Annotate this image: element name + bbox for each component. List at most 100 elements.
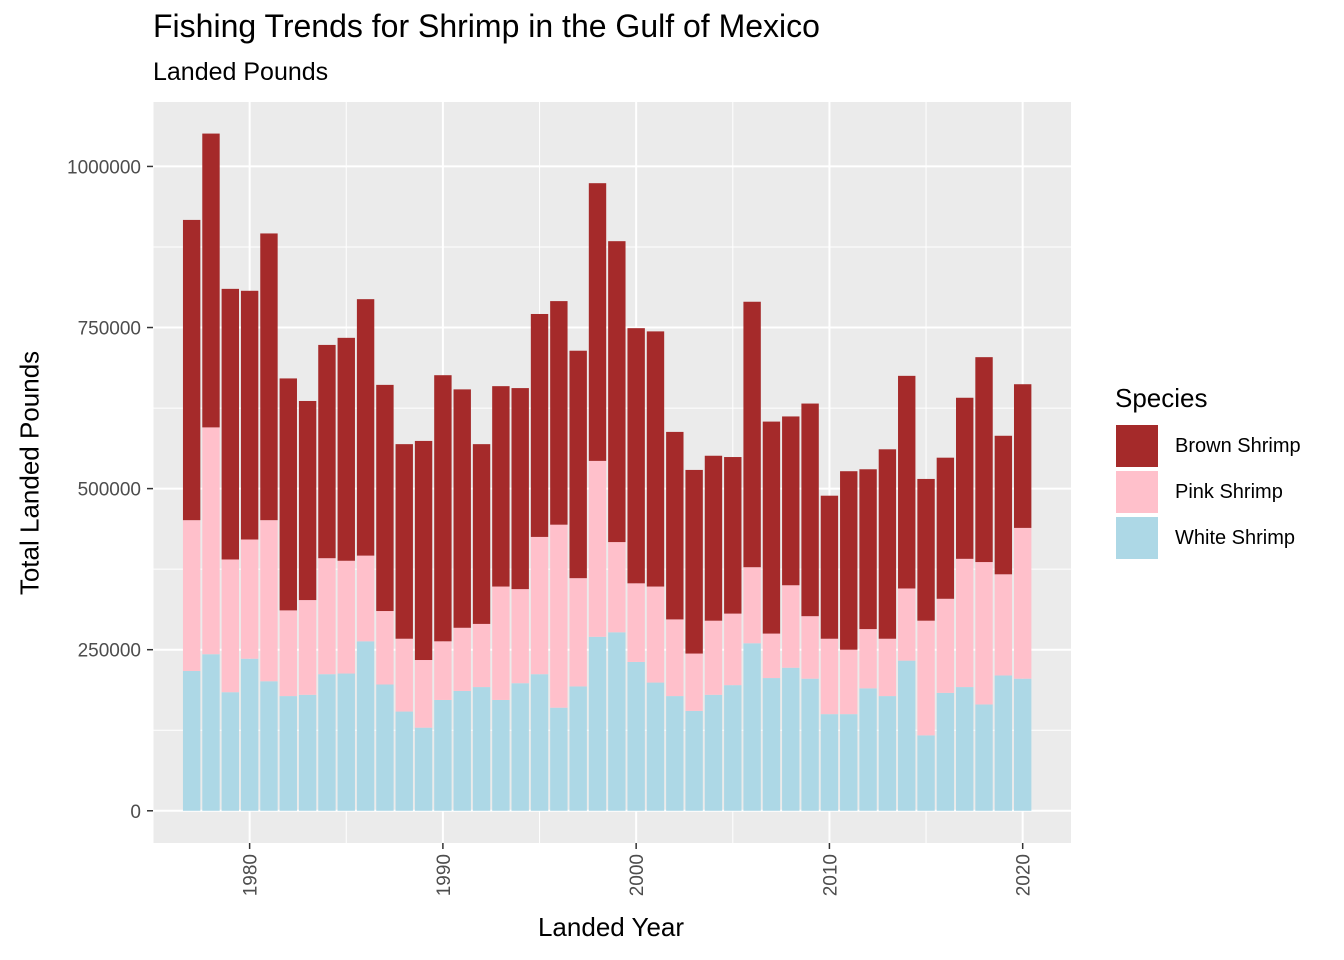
bar-pink-shrimp-2013	[878, 638, 897, 697]
bar-brown-shrimp-2019	[994, 435, 1013, 575]
bar-brown-shrimp-1986	[356, 299, 375, 556]
legend-label-pink-shrimp: Pink Shrimp	[1175, 480, 1283, 503]
chart-subtitle: Landed Pounds	[153, 58, 329, 86]
x-tick-label: 2010	[820, 854, 841, 896]
bar-pink-shrimp-1983	[298, 600, 317, 695]
bar-white-shrimp-2011	[840, 714, 858, 811]
bar-pink-shrimp-2010	[820, 638, 839, 715]
bar-white-shrimp-1997	[569, 686, 587, 811]
bar-brown-shrimp-2011	[840, 471, 858, 650]
bar-white-shrimp-2015	[917, 735, 935, 811]
x-axis: 1980 1990 2000 2010 2020	[241, 843, 1035, 896]
bar-brown-shrimp-1992	[472, 444, 491, 624]
bar-brown-shrimp-1995	[530, 313, 549, 537]
bar-pink-shrimp-1979	[221, 559, 240, 693]
bar-pink-shrimp-1987	[376, 611, 394, 685]
bar-pink-shrimp-1984	[318, 558, 336, 675]
bar-white-shrimp-2001	[646, 682, 665, 811]
bar-brown-shrimp-2018	[975, 357, 993, 563]
bar-white-shrimp-1985	[337, 673, 355, 811]
x-tick-label: 1980	[241, 854, 262, 896]
bar-brown-shrimp-2009	[801, 403, 819, 617]
bar-pink-shrimp-2012	[859, 629, 877, 689]
bar-pink-shrimp-1996	[550, 524, 568, 708]
bar-brown-shrimp-1977	[182, 219, 201, 521]
bar-pink-shrimp-2008	[782, 585, 800, 668]
bars	[182, 133, 1032, 811]
bar-white-shrimp-2016	[936, 692, 955, 811]
bar-white-shrimp-1977	[182, 670, 201, 811]
bar-pink-shrimp-2016	[936, 598, 955, 693]
bar-white-shrimp-2003	[685, 710, 703, 811]
bar-white-shrimp-1979	[221, 692, 240, 811]
y-tick-label: 1000000	[67, 157, 141, 178]
bar-white-shrimp-2020	[1013, 678, 1032, 811]
bar-pink-shrimp-2014	[898, 588, 916, 661]
bar-pink-shrimp-1982	[279, 610, 297, 697]
bar-brown-shrimp-2003	[685, 469, 703, 654]
legend-key-white-shrimp	[1115, 516, 1159, 560]
y-tick-label: 0	[130, 802, 141, 823]
bar-brown-shrimp-1978	[202, 133, 220, 428]
bar-white-shrimp-2019	[994, 675, 1013, 811]
bar-brown-shrimp-1998	[588, 183, 607, 461]
x-axis-title: Landed Year	[537, 912, 685, 942]
legend-item-white-shrimp: White Shrimp	[1115, 515, 1301, 561]
bar-white-shrimp-1993	[492, 699, 510, 811]
bar-brown-shrimp-2014	[898, 375, 916, 589]
bar-brown-shrimp-2000	[627, 328, 645, 584]
legend-key-brown-shrimp	[1115, 424, 1159, 468]
bar-brown-shrimp-1982	[279, 378, 297, 611]
bar-pink-shrimp-1997	[569, 578, 587, 687]
bar-brown-shrimp-1996	[550, 301, 568, 525]
y-axis: 0 250000 500000 750000 1000000	[67, 157, 153, 823]
legend-key-pink-shrimp	[1115, 470, 1159, 514]
bar-pink-shrimp-1995	[530, 536, 549, 675]
y-axis-title: Total Landed Pounds	[14, 350, 45, 596]
bar-pink-shrimp-2003	[685, 653, 703, 711]
y-tick-label: 500000	[78, 480, 141, 501]
bar-pink-shrimp-2007	[762, 633, 781, 679]
legend: Species Brown Shrimp Pink Shrimp White S…	[1115, 383, 1301, 561]
bar-pink-shrimp-1999	[608, 542, 626, 633]
bar-white-shrimp-1991	[453, 690, 471, 811]
bar-pink-shrimp-1988	[395, 638, 413, 712]
bar-brown-shrimp-2020	[1013, 384, 1032, 528]
bar-white-shrimp-2013	[878, 696, 897, 811]
bar-brown-shrimp-2015	[917, 478, 935, 621]
bar-pink-shrimp-2000	[627, 583, 645, 662]
bar-pink-shrimp-2006	[743, 567, 761, 644]
bar-white-shrimp-1990	[434, 699, 452, 811]
bar-brown-shrimp-2017	[956, 397, 974, 559]
bar-brown-shrimp-1997	[569, 350, 587, 579]
bar-pink-shrimp-1990	[434, 641, 452, 700]
bar-white-shrimp-2018	[975, 704, 993, 811]
bar-pink-shrimp-2011	[840, 649, 858, 715]
bar-brown-shrimp-1990	[434, 375, 452, 642]
bar-pink-shrimp-1998	[588, 460, 607, 637]
bar-pink-shrimp-2020	[1013, 527, 1032, 679]
bar-pink-shrimp-2004	[704, 620, 723, 695]
bar-white-shrimp-2006	[743, 643, 761, 811]
bar-white-shrimp-1994	[511, 683, 529, 811]
bar-pink-shrimp-1985	[337, 560, 355, 674]
bar-white-shrimp-1984	[318, 674, 336, 811]
bar-white-shrimp-1988	[395, 711, 413, 811]
chart-title: Fishing Trends for Shrimp in the Gulf of…	[153, 8, 820, 44]
bar-brown-shrimp-2013	[878, 449, 897, 639]
bar-brown-shrimp-1980	[240, 290, 259, 540]
bar-white-shrimp-2005	[724, 685, 742, 811]
bar-pink-shrimp-1980	[240, 539, 259, 659]
bar-pink-shrimp-1991	[453, 627, 471, 691]
x-tick-label: 2000	[627, 854, 648, 896]
bar-white-shrimp-2017	[956, 687, 974, 811]
bar-white-shrimp-1983	[298, 694, 317, 811]
bar-brown-shrimp-2008	[782, 416, 800, 586]
bar-brown-shrimp-1994	[511, 388, 529, 590]
bar-white-shrimp-1989	[414, 727, 433, 811]
x-tick-label: 1990	[434, 854, 455, 896]
bar-brown-shrimp-2016	[936, 457, 955, 599]
legend-item-brown-shrimp: Brown Shrimp	[1115, 423, 1301, 469]
bar-white-shrimp-2014	[898, 660, 916, 811]
